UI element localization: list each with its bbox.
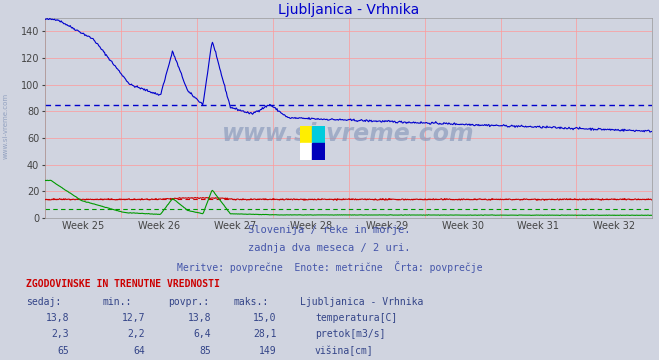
- Text: www.si-vreme.com: www.si-vreme.com: [2, 93, 9, 159]
- Text: povpr.:: povpr.:: [168, 297, 209, 307]
- Text: www.si-vreme.com: www.si-vreme.com: [222, 122, 475, 146]
- Text: 2,2: 2,2: [127, 329, 145, 339]
- Text: pretok[m3/s]: pretok[m3/s]: [315, 329, 386, 339]
- Text: 6,4: 6,4: [193, 329, 211, 339]
- Bar: [300, 126, 312, 143]
- Text: ZGODOVINSKE IN TRENUTNE VREDNOSTI: ZGODOVINSKE IN TRENUTNE VREDNOSTI: [26, 279, 220, 289]
- Text: temperatura[C]: temperatura[C]: [315, 313, 397, 323]
- Text: 64: 64: [133, 346, 145, 356]
- Text: maks.:: maks.:: [234, 297, 269, 307]
- Bar: [300, 143, 312, 160]
- Title: Ljubljanica - Vrhnika: Ljubljanica - Vrhnika: [278, 3, 419, 17]
- Text: 28,1: 28,1: [253, 329, 277, 339]
- Text: 13,8: 13,8: [187, 313, 211, 323]
- Text: Meritve: povprečne  Enote: metrične  Črta: povprečje: Meritve: povprečne Enote: metrične Črta:…: [177, 261, 482, 273]
- Text: 13,8: 13,8: [45, 313, 69, 323]
- Text: višina[cm]: višina[cm]: [315, 346, 374, 356]
- Text: 2,3: 2,3: [51, 329, 69, 339]
- Text: 149: 149: [259, 346, 277, 356]
- Text: zadnja dva meseca / 2 uri.: zadnja dva meseca / 2 uri.: [248, 243, 411, 253]
- Text: 65: 65: [57, 346, 69, 356]
- Text: 85: 85: [199, 346, 211, 356]
- Bar: [312, 143, 325, 160]
- Text: Ljubljanica - Vrhnika: Ljubljanica - Vrhnika: [300, 297, 423, 307]
- Bar: [312, 126, 325, 143]
- Text: 15,0: 15,0: [253, 313, 277, 323]
- Text: sedaj:: sedaj:: [26, 297, 61, 307]
- Text: 12,7: 12,7: [121, 313, 145, 323]
- Text: min.:: min.:: [102, 297, 132, 307]
- Text: Slovenija / reke in morje.: Slovenija / reke in morje.: [248, 225, 411, 235]
